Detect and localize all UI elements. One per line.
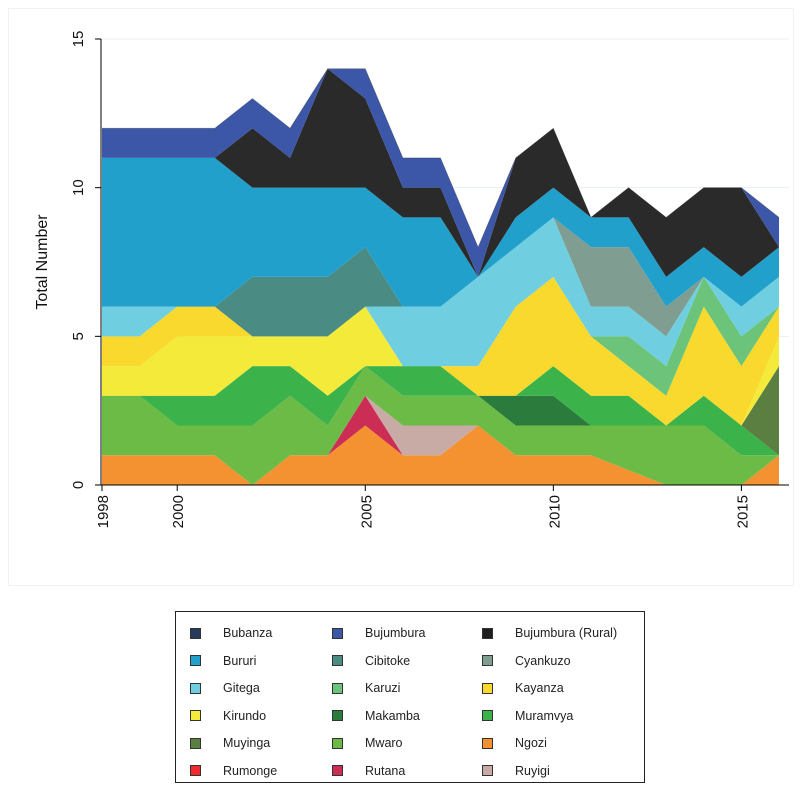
- area-karuzi: [102, 276, 779, 396]
- chart-panel: 0 5 10 15 1998 2000 2005 2010 2015 Total Number: [8, 8, 794, 586]
- x-tick-label: 2010: [546, 495, 563, 528]
- legend-label: Ruyigi: [515, 763, 550, 778]
- legend-item: Muyinga: [190, 734, 270, 752]
- area-ruyigi: [102, 395, 779, 485]
- legend-item: Karuzi: [332, 679, 400, 697]
- y-tick-label: 15: [70, 31, 87, 48]
- legend-label: Bubanza: [223, 626, 273, 640]
- legend-label: Karuzi: [365, 681, 401, 695]
- legend-item: Bubanza: [190, 624, 272, 642]
- legend-label: Makamba: [365, 708, 420, 723]
- legend-item: Bujumbura: [332, 624, 425, 642]
- legend: Bubanza Bujumbura Bujumbura (Rural) Bururi C…: [175, 611, 645, 783]
- total-outline: [102, 68, 780, 248]
- legend-label: Rumonge: [223, 763, 278, 778]
- area-ngozi: [102, 425, 779, 485]
- legend-swatch: [190, 765, 201, 776]
- y-tick-label: 5: [70, 332, 87, 340]
- legend-item: Mwaro: [332, 734, 403, 752]
- legend-label: Cyankuzo: [515, 653, 571, 668]
- y-axis-title: Total Number: [34, 214, 51, 310]
- area-cyankuzo: [102, 217, 779, 337]
- legend-swatch: [482, 710, 493, 721]
- y-tick-label: 10: [70, 179, 87, 196]
- legend-swatch: [332, 710, 343, 721]
- area-muramvya: [102, 366, 779, 456]
- legend-label: Ngozi: [515, 736, 547, 750]
- stacked-area-chart: 0 5 10 15 1998 2000 2005 2010 2015 Total Number: [34, 31, 789, 528]
- area-gitega: [102, 217, 779, 367]
- legend-item: Gitega: [190, 679, 260, 697]
- legend-swatch: [332, 765, 343, 776]
- area-bururi: [102, 157, 779, 307]
- area-mwaro: [102, 366, 779, 485]
- legend-label: Bururi: [223, 653, 257, 668]
- legend-item: Ngozi: [482, 734, 547, 752]
- legend-label: Cibitoke: [365, 653, 411, 668]
- y-tick-label: 0: [70, 481, 87, 489]
- legend-item: Ruyigi: [482, 762, 550, 780]
- legend-label: Mwaro: [365, 736, 403, 750]
- legend-item: Bururi: [190, 652, 256, 670]
- legend-swatch: [190, 627, 201, 639]
- legend-label: Bujumbura (Rural): [515, 626, 618, 640]
- legend-swatch: [482, 765, 493, 776]
- area-series-group: [102, 68, 780, 485]
- area-kayanza: [102, 276, 779, 426]
- legend-item: Rutana: [332, 762, 405, 780]
- area-bujumbura-rural: [102, 68, 779, 277]
- legend-item: Bujumbura (Rural): [482, 624, 617, 642]
- legend-item: Rumonge: [190, 762, 277, 780]
- legend-label: Gitega: [223, 681, 260, 695]
- axes: 0 5 10 15 1998 2000 2005 2010 2015: [70, 31, 789, 528]
- legend-label: Kayanza: [515, 681, 564, 695]
- legend-item: Cyankuzo: [482, 652, 571, 670]
- area-cibitoke: [102, 217, 779, 337]
- legend-swatch: [482, 737, 493, 749]
- x-tick-label: 1998: [95, 495, 112, 528]
- x-tick-label: 2000: [170, 495, 187, 528]
- legend-swatch: [190, 655, 201, 666]
- legend-item: Kayanza: [482, 679, 564, 697]
- area-kirundo: [102, 306, 779, 426]
- legend-label: Rutana: [365, 763, 406, 778]
- legend-swatch: [332, 737, 343, 749]
- legend-swatch: [190, 737, 201, 749]
- legend-item: Kirundo: [190, 707, 266, 725]
- legend-label: Muramvya: [515, 708, 574, 723]
- legend-swatch: [332, 627, 343, 639]
- legend-swatch: [482, 627, 493, 639]
- legend-swatch: [482, 655, 493, 666]
- legend-label: Bujumbura: [365, 626, 426, 640]
- legend-swatch: [482, 682, 493, 694]
- legend-swatch: [190, 710, 201, 721]
- x-tick-label: 2015: [734, 495, 751, 528]
- legend-swatch: [332, 682, 343, 694]
- legend-swatch: [190, 682, 201, 694]
- legend-label: Muyinga: [223, 736, 271, 750]
- legend-item: Makamba: [332, 707, 420, 725]
- x-tick-label: 2005: [358, 495, 375, 528]
- legend-label: Kirundo: [223, 708, 267, 723]
- area-bujumbura: [102, 68, 779, 277]
- legend-swatch: [332, 655, 343, 666]
- legend-item: Muramvya: [482, 707, 573, 725]
- legend-item: Cibitoke: [332, 652, 410, 670]
